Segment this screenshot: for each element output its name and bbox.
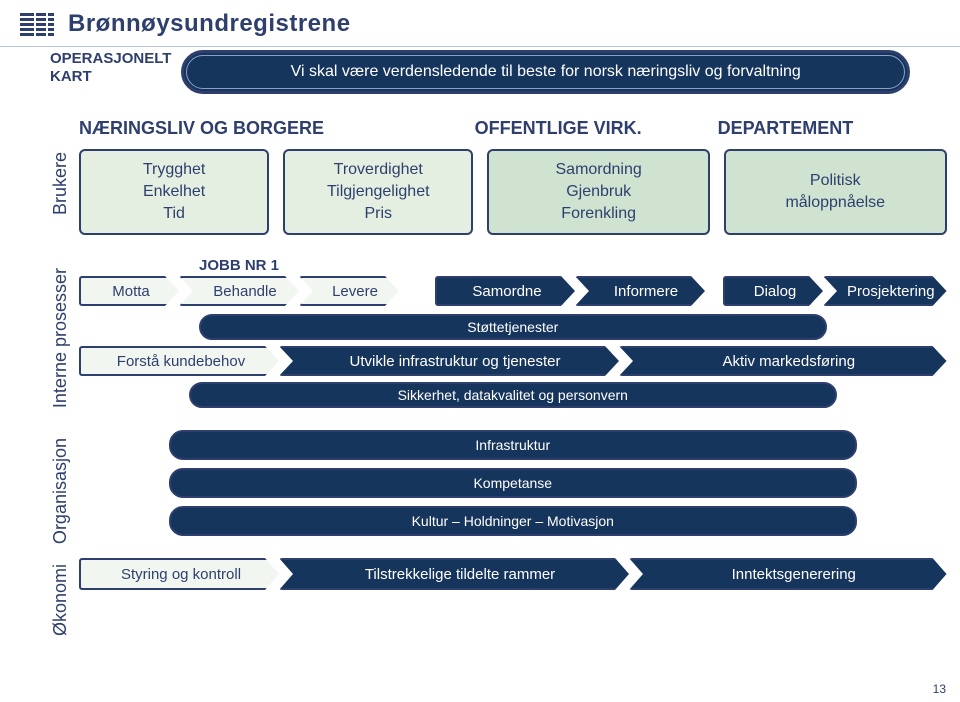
chev-styring: Styring og kontroll — [79, 558, 279, 590]
col-header-3: DEPARTEMENT — [718, 118, 947, 139]
chev-prosjektering: Prosjektering — [823, 276, 947, 306]
section-title: OPERASJONELT KART — [50, 50, 171, 86]
label-organisasjon: Organisasjon — [50, 426, 71, 556]
chev-levere: Levere — [299, 276, 399, 306]
chev-inntekt: Inntektsgenerering — [629, 558, 947, 590]
chev-informere: Informere — [575, 276, 705, 306]
title-line-2: KART — [50, 68, 171, 86]
page-number: 13 — [933, 682, 946, 696]
bar-kultur: Kultur – Holdninger – Motivasjon — [169, 506, 857, 536]
diagram-rows: NÆRINGSLIV OG BORGERE OFFENTLIGE VIRK. D… — [79, 118, 947, 634]
interne-row-1: Motta Behandle Levere Samordne Informere… — [79, 276, 947, 306]
col-header-1: NÆRINGSLIV OG BORGERE — [79, 118, 461, 139]
okonomi-section: Styring og kontroll Tilstrekkelige tilde… — [79, 558, 947, 590]
chev-motta: Motta — [79, 276, 179, 306]
jobb-nr-1-label: JOBB NR 1 — [199, 257, 947, 274]
interne-row-3: Forstå kundebehov Utvikle infrastruktur … — [79, 346, 947, 376]
column-headers: NÆRINGSLIV OG BORGERE OFFENTLIGE VIRK. D… — [79, 118, 947, 139]
brand-name: Brønnøysundregistrene — [68, 10, 351, 38]
chev-dialog: Dialog — [723, 276, 823, 306]
chev-aktiv: Aktiv markedsføring — [619, 346, 947, 376]
row-labels: Brukere Interne prosesser Organisasjon Ø… — [50, 118, 71, 634]
card-trygghet: Trygghet Enkelhet Tid — [79, 149, 269, 235]
bar-sikkerhet: Sikkerhet, datakvalitet og personvern — [189, 382, 837, 408]
interne-row-2: Støttetjenester — [79, 314, 947, 340]
label-interne: Interne prosesser — [50, 272, 71, 404]
vision-statement: Vi skal være verdensledende til beste fo… — [181, 50, 910, 94]
card-samordning: Samordning Gjenbruk Forenkling — [487, 149, 710, 235]
organisasjon-section: Infrastruktur Kompetanse Kultur – Holdni… — [79, 430, 947, 536]
chev-tilstrek: Tilstrekkelige tildelte rammer — [279, 558, 629, 590]
vision-row: OPERASJONELT KART Vi skal være verdensle… — [50, 50, 910, 94]
bar-kompetanse: Kompetanse — [169, 468, 857, 498]
bar-stottetjenester: Støttetjenester — [199, 314, 827, 340]
bar-infrastruktur: Infrastruktur — [169, 430, 857, 460]
interne-row-4: Sikkerhet, datakvalitet og personvern — [79, 382, 947, 408]
content-area: OPERASJONELT KART Vi skal være verdensle… — [0, 44, 960, 644]
chev-samordne: Samordne — [435, 276, 575, 306]
logo-icon — [20, 13, 54, 36]
col-header-2: OFFENTLIGE VIRK. — [475, 118, 704, 139]
card-troverdighet: Troverdighet Tilgjengelighet Pris — [283, 149, 473, 235]
brukere-section: NÆRINGSLIV OG BORGERE OFFENTLIGE VIRK. D… — [79, 118, 947, 235]
interne-section: JOBB NR 1 Motta Behandle Levere Samordne… — [79, 257, 947, 408]
chev-behandle: Behandle — [179, 276, 299, 306]
label-okonomi: Økonomi — [50, 566, 71, 634]
card-politisk: Politisk måloppnåelse — [724, 149, 947, 235]
chev-forsta: Forstå kundebehov — [79, 346, 279, 376]
header: Brønnøysundregistrene — [0, 0, 960, 44]
main-panel: Brukere Interne prosesser Organisasjon Ø… — [50, 118, 910, 634]
title-line-1: OPERASJONELT — [50, 50, 171, 68]
label-brukere: Brukere — [50, 118, 71, 250]
chev-utvikle: Utvikle infrastruktur og tjenester — [279, 346, 619, 376]
